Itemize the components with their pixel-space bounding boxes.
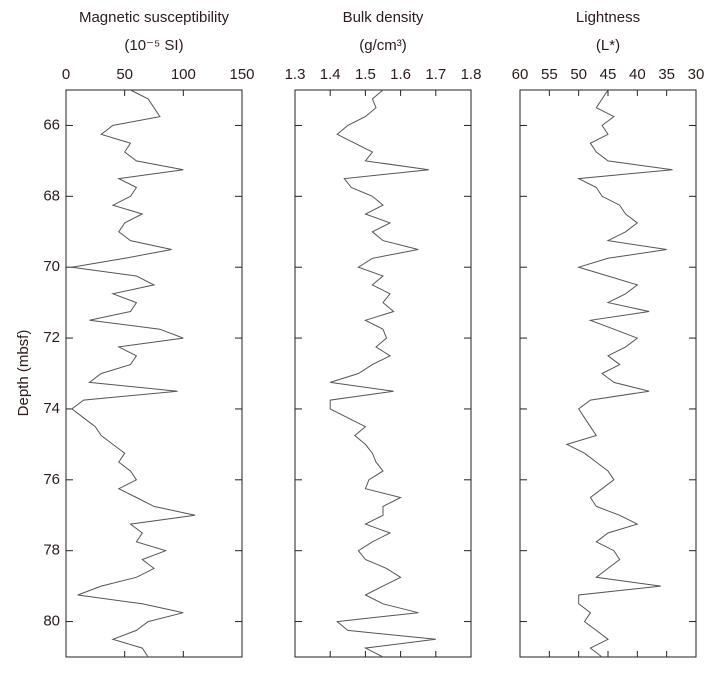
y-tick-label: 70 [43,258,60,275]
y-tick-label: 74 [43,400,60,417]
panel-subtitle: (L*) [596,37,620,54]
panel-title: Lightness [576,9,640,26]
y-tick-label: 78 [43,542,60,559]
x-tick-label: 30 [688,66,705,83]
y-tick-label: 68 [43,187,60,204]
x-tick-label: 40 [629,66,646,83]
x-tick-label: 150 [229,66,254,83]
panel-frame [294,89,472,658]
panel-title: Bulk density [343,9,424,26]
x-tick-label: 35 [658,66,675,83]
trace-line [329,89,436,658]
trace-line [71,89,196,658]
y-tick-label: 72 [43,329,60,346]
x-tick-label: 1.6 [390,66,411,83]
y-axis-label: Depth (mbsf) [15,330,32,417]
x-tick-label: 50 [116,66,133,83]
x-tick-label: 60 [512,66,529,83]
panel-subtitle: (10⁻⁵ SI) [124,37,183,54]
x-tick-label: 0 [62,66,70,83]
panel-frame [65,89,243,658]
x-tick-label: 1.8 [461,66,482,83]
y-tick-label: 76 [43,471,60,488]
panel-subtitle: (g/cm³) [359,37,407,54]
x-tick-label: 100 [171,66,196,83]
x-tick-label: 1.7 [425,66,446,83]
y-tick-label: 66 [43,116,60,133]
x-tick-label: 50 [570,66,587,83]
panel-frame [519,89,697,658]
panel-title: Magnetic susceptibility [79,9,230,26]
x-tick-label: 1.4 [320,66,341,83]
x-tick-label: 1.5 [355,66,376,83]
y-tick-label: 80 [43,613,60,630]
x-tick-label: 45 [600,66,617,83]
x-tick-label: 1.3 [285,66,306,83]
trace-line [565,89,673,658]
x-tick-label: 55 [541,66,558,83]
